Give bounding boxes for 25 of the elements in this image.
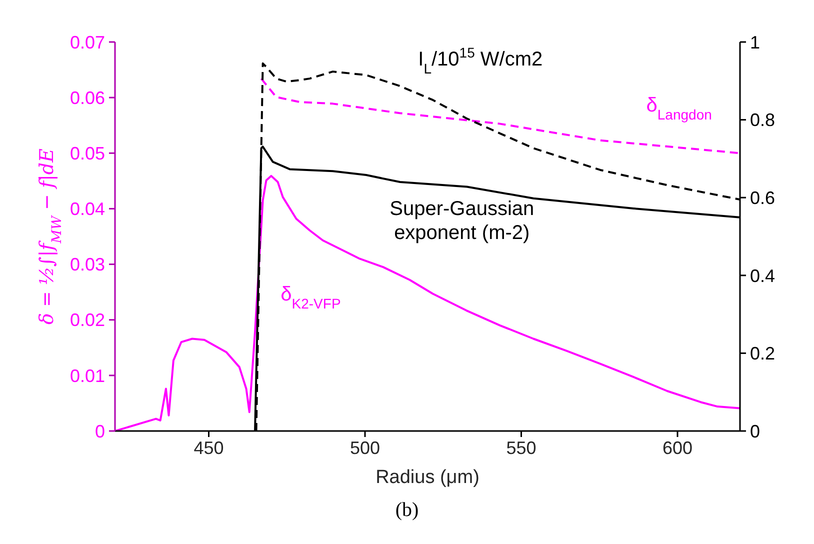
x-tick-label: 600 <box>662 438 693 458</box>
y-tick-label: 0.06 <box>70 88 105 108</box>
y2-tick-label: 0 <box>750 421 760 442</box>
x-axis-title: Radius (μm) <box>376 467 480 488</box>
y2-tick-label: 1 <box>750 32 760 52</box>
y-tick-label: 0.04 <box>70 199 105 220</box>
y-tick-label: 0.03 <box>70 254 105 275</box>
y2-tick-label: 0.6 <box>750 188 776 208</box>
y-tick-label: 0.02 <box>70 310 105 330</box>
y-tick-label: 0 <box>94 421 105 442</box>
series-label: δ$_{K2-VFP}$ <box>280 283 341 312</box>
x-tick-label: 500 <box>350 438 380 458</box>
text: (b) <box>395 499 419 521</box>
series-label: Super-Gaussian exponent (m-2) <box>390 198 534 244</box>
series-label: δ$_{Langdon}$ <box>646 94 712 122</box>
y-tick-label: 0.07 <box>70 32 105 52</box>
line-series <box>260 78 740 154</box>
y2-tick-label: 0.2 <box>750 344 776 364</box>
x-tick-label: 450 <box>194 438 224 458</box>
x-tick-label: 550 <box>506 438 536 458</box>
y-tick-label: 0.05 <box>70 144 105 164</box>
y2-tick-label: 0.4 <box>750 266 776 286</box>
y2-tick-label: 0.8 <box>750 110 776 130</box>
y-tick-label: 0.01 <box>70 366 105 386</box>
series-label: I$_{L}$/10$^{15}$ W/cm2 <box>418 44 543 76</box>
